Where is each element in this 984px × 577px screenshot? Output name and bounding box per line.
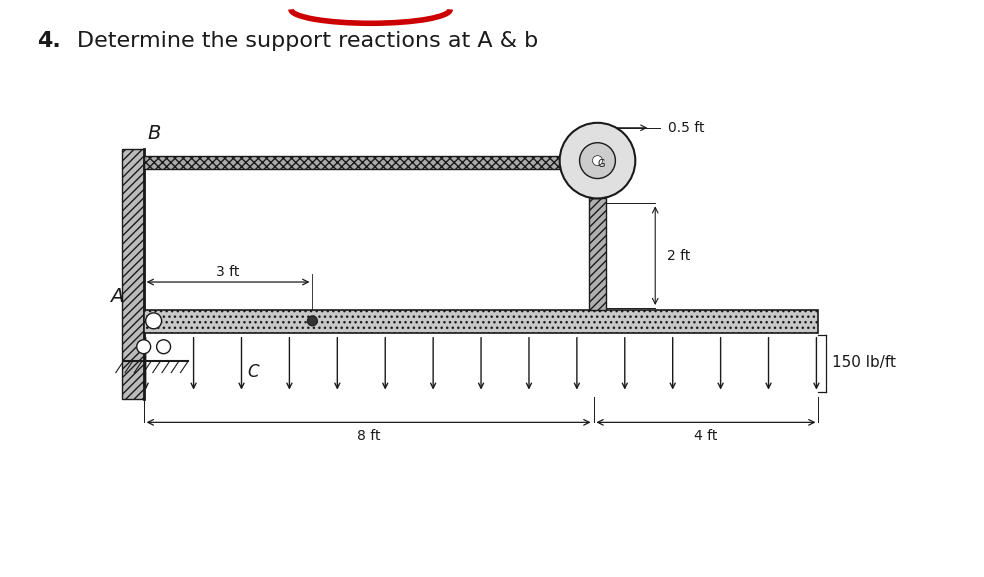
Text: A: A [110, 287, 124, 306]
Text: 2 ft: 2 ft [667, 249, 691, 263]
Circle shape [156, 340, 170, 354]
Text: 4.: 4. [37, 31, 61, 51]
Text: 150 lb/ft: 150 lb/ft [832, 355, 896, 370]
Bar [122, 149, 144, 399]
Circle shape [146, 313, 161, 329]
Bar [144, 156, 599, 168]
Circle shape [560, 123, 636, 198]
Circle shape [592, 156, 602, 166]
Text: Determine the support reactions at A & b: Determine the support reactions at A & b [77, 31, 538, 51]
Text: B: B [148, 123, 161, 143]
Text: 0.5 ft: 0.5 ft [668, 121, 705, 135]
Text: 3 ft: 3 ft [216, 265, 240, 279]
Circle shape [307, 316, 318, 326]
Circle shape [137, 340, 151, 354]
Text: G: G [597, 159, 605, 168]
Bar [588, 198, 606, 310]
Circle shape [580, 143, 615, 178]
Text: 4 ft: 4 ft [695, 429, 717, 443]
Bar [144, 310, 819, 333]
Text: C: C [247, 362, 259, 381]
Text: 8 ft: 8 ft [357, 429, 381, 443]
